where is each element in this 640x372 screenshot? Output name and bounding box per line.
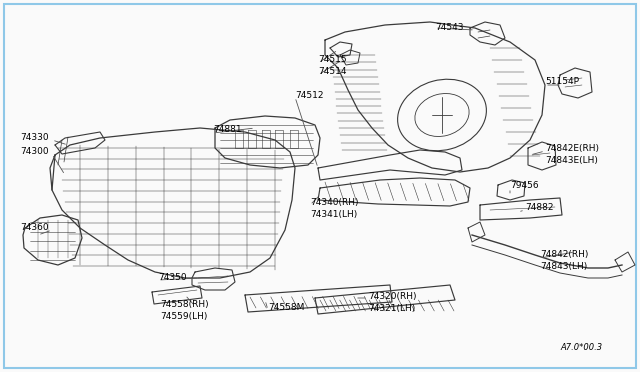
Text: 74842(RH): 74842(RH) xyxy=(540,250,588,260)
Text: 74321(LH): 74321(LH) xyxy=(368,304,415,312)
Text: 74512: 74512 xyxy=(295,90,323,99)
Text: 74515: 74515 xyxy=(318,55,347,64)
Text: 74843(LH): 74843(LH) xyxy=(540,263,588,272)
Text: 74340(RH): 74340(RH) xyxy=(310,198,358,206)
Text: 74842E(RH): 74842E(RH) xyxy=(545,144,599,153)
Text: 74881: 74881 xyxy=(213,125,242,135)
Text: 74341(LH): 74341(LH) xyxy=(310,209,357,218)
Text: 74843E(LH): 74843E(LH) xyxy=(545,155,598,164)
Text: 74350: 74350 xyxy=(158,273,187,282)
Text: A7.0*00.3: A7.0*00.3 xyxy=(560,343,602,353)
Text: 74558(RH): 74558(RH) xyxy=(160,299,209,308)
Text: 74882: 74882 xyxy=(525,203,554,212)
Text: 74300: 74300 xyxy=(20,148,49,157)
Text: 74558M: 74558M xyxy=(268,304,305,312)
Text: 79456: 79456 xyxy=(510,180,539,189)
Text: 74559(LH): 74559(LH) xyxy=(160,311,207,321)
Text: 74330: 74330 xyxy=(20,134,49,142)
Text: 74360: 74360 xyxy=(20,224,49,232)
Text: 74320(RH): 74320(RH) xyxy=(368,292,417,301)
Text: 74543: 74543 xyxy=(435,23,463,32)
Text: 74514: 74514 xyxy=(318,67,346,77)
Text: 51154P: 51154P xyxy=(545,77,579,87)
